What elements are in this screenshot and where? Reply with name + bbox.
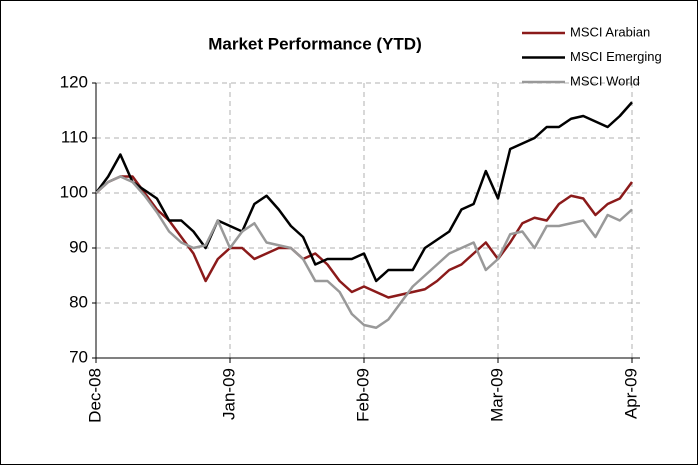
series-line (94, 101, 633, 283)
y-tick-label: 110 (61, 127, 88, 146)
x-tick-label: Dec-08 (85, 368, 104, 423)
legend-label: MSCI World (570, 73, 640, 88)
y-tick-label: 120 (60, 72, 88, 91)
x-tick-label: Apr-09 (621, 368, 640, 419)
x-tick-label: Mar-09 (487, 368, 506, 422)
y-tick-label: 100 (60, 182, 88, 201)
x-tick-label: Jan-09 (219, 368, 238, 420)
y-tick-label: 90 (69, 237, 88, 256)
legend-label: MSCI Arabian (570, 24, 650, 39)
legend-label: MSCI Emerging (570, 49, 662, 64)
y-tick-label: 80 (69, 292, 88, 311)
series-line (95, 175, 634, 299)
chart-title: Market Performance (YTD) (208, 34, 422, 53)
y-tick-label: 70 (69, 347, 88, 366)
series-line (95, 175, 633, 329)
x-tick-label: Feb-09 (353, 368, 372, 422)
